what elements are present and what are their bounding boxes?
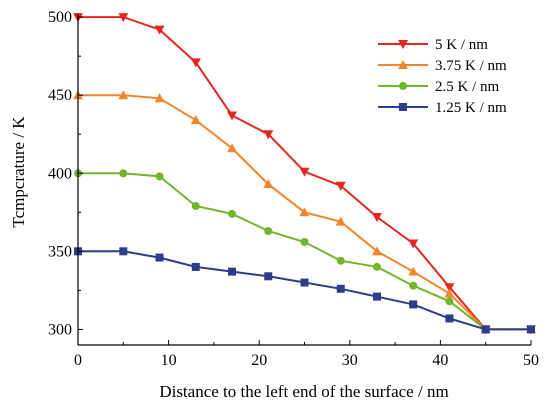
data-point — [336, 256, 345, 265]
data-point — [408, 239, 419, 249]
data-point — [155, 172, 164, 181]
data-point — [227, 143, 238, 153]
data-point — [408, 266, 419, 276]
data-point — [444, 288, 455, 298]
axes-layer: 0 10 20 30 40 50 300 350 400 450 500 — [48, 9, 539, 369]
x-tick-label: 50 — [523, 352, 539, 369]
legend-item: 5 K / nm — [378, 37, 488, 53]
series-2 — [73, 90, 536, 334]
data-point — [371, 246, 382, 256]
y-tick-label: 500 — [48, 9, 72, 26]
legend-marker — [399, 103, 407, 111]
data-point — [527, 325, 535, 334]
y-axis-title: Tcmpcrature / K — [9, 116, 28, 228]
data-point — [299, 207, 310, 217]
y-tick-label: 300 — [48, 321, 72, 338]
data-point — [228, 209, 237, 218]
data-point — [227, 111, 238, 121]
series-line — [78, 250, 531, 331]
data-point — [371, 212, 382, 222]
data-point — [155, 253, 164, 262]
legend-label: 5 K / nm — [435, 37, 488, 53]
x-axis-title: Distance to the left end of the surface … — [159, 382, 448, 401]
data-point — [119, 169, 128, 178]
data-point — [409, 300, 418, 309]
data-point — [300, 237, 309, 246]
data-point — [118, 13, 129, 23]
data-point — [299, 167, 310, 177]
legend-label: 3.75 K / nm — [435, 58, 507, 74]
data-point — [191, 262, 200, 271]
legend-item: 3.75 K / nm — [378, 58, 507, 74]
series-4 — [74, 247, 535, 334]
data-point — [119, 247, 128, 256]
x-tick-label: 30 — [342, 352, 358, 369]
data-point — [228, 267, 237, 276]
legend-item: 2.5 K / nm — [378, 79, 500, 95]
x-tick-label: 20 — [251, 352, 267, 369]
y-tick-label: 350 — [48, 243, 72, 260]
data-point — [335, 216, 346, 226]
legend-marker — [398, 40, 408, 49]
x-tick-label: 40 — [432, 352, 448, 369]
data-point — [372, 262, 381, 271]
x-tick-label: 0 — [74, 352, 82, 369]
data-point — [191, 202, 200, 211]
y-tick-label: 450 — [48, 87, 72, 104]
legend: 5 K / nm 3.75 K / nm 2.5 K / nm 1.25 K / nm — [378, 37, 507, 116]
legend-label: 2.5 K / nm — [435, 79, 500, 95]
data-point — [444, 283, 455, 293]
legend-marker — [399, 82, 407, 90]
data-point — [154, 25, 165, 35]
y-tick-label: 400 — [48, 165, 72, 182]
data-point — [335, 181, 346, 191]
data-point — [263, 179, 274, 189]
data-point — [190, 58, 201, 68]
data-point — [154, 93, 165, 103]
legend-label: 1.25 K / nm — [435, 100, 507, 116]
data-point — [118, 90, 129, 100]
data-point — [445, 297, 454, 306]
x-tick-label: 10 — [161, 352, 177, 369]
data-point — [264, 272, 273, 281]
data-point — [263, 130, 274, 140]
data-point — [300, 278, 309, 287]
data-point — [372, 292, 381, 301]
data-point — [481, 325, 490, 334]
data-point — [190, 115, 201, 125]
series-layer — [73, 13, 536, 335]
data-point — [445, 314, 454, 323]
data-point — [409, 281, 418, 290]
data-point — [336, 284, 345, 293]
data-point — [264, 227, 273, 236]
legend-item: 1.25 K / nm — [378, 100, 507, 116]
legend-marker — [398, 60, 408, 69]
